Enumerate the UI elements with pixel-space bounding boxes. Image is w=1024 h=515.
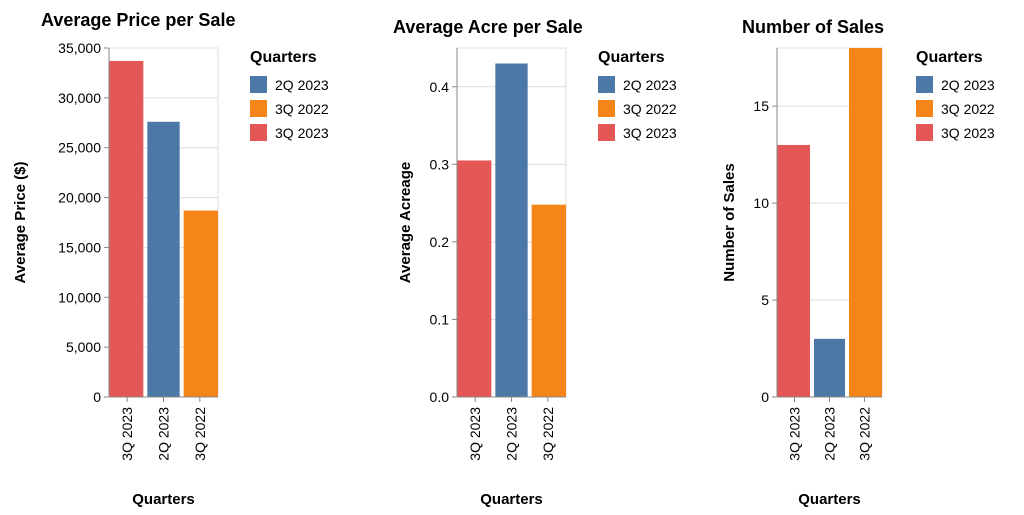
legend-label: 3Q 2022 (623, 101, 677, 117)
chart-1: Average Price per Sale 0 5,000 10,000 15,000… (12, 10, 329, 508)
legend-swatch (250, 124, 267, 141)
y-tick-label: 15,000 (58, 239, 101, 255)
legend: Quarters 2Q 2023 3Q 2022 3Q 2023 (598, 49, 677, 141)
bar-3q-2023 (109, 60, 144, 397)
legend-swatch (916, 76, 933, 93)
legend-label: 3Q 2023 (623, 125, 677, 141)
y-tick-label: 10 (753, 195, 769, 211)
y-axis-title: Average Acreage (397, 162, 414, 283)
x-axis-title: Quarters (132, 491, 195, 508)
y-tick-label: 5,000 (66, 339, 101, 355)
x-tick-label: 2Q 2023 (156, 407, 172, 461)
bar-2q-2023 (147, 121, 180, 397)
y-tick-label: 0.1 (430, 311, 450, 327)
y-tick-label: 0.3 (430, 156, 450, 172)
legend-label: 2Q 2023 (623, 77, 677, 93)
x-tick-label: 3Q 2022 (192, 407, 208, 461)
chart-title: Average Acre per Sale (393, 17, 583, 37)
bar-2q-2023 (814, 338, 845, 397)
legend-swatch (916, 124, 933, 141)
y-tick-label: 0.0 (430, 389, 450, 405)
legend-label: 2Q 2023 (275, 77, 329, 93)
x-tick-label: 3Q 2022 (540, 407, 556, 461)
legend-label: 3Q 2022 (941, 101, 995, 117)
y-tick-label: 25,000 (58, 140, 101, 156)
y-tick-label: 0 (93, 389, 101, 405)
legend-swatch (250, 100, 267, 117)
x-tick-label: 3Q 2022 (857, 407, 873, 461)
legend-swatch (598, 100, 615, 117)
chart-2: Average Acre per Sale 0.0 0.1 0.2 0.3 0.4 3Q 2… (393, 17, 677, 508)
y-axis-title: Average Price ($) (12, 161, 29, 283)
y-tick-label: 10,000 (58, 289, 101, 305)
legend-title: Quarters (916, 49, 983, 66)
legend-label: 2Q 2023 (941, 77, 995, 93)
legend-swatch (916, 100, 933, 117)
legend-title: Quarters (250, 49, 317, 66)
y-axis-title: Number of Sales (721, 163, 738, 281)
bar-3q-2023 (457, 160, 492, 397)
legend-swatch (598, 124, 615, 141)
legend-label: 3Q 2023 (941, 125, 995, 141)
bar-3q-2023 (777, 144, 810, 397)
chart-3: Number of Sales 0 5 10 15 3Q 2023 2Q 2023 3Q 20… (721, 17, 995, 508)
bar-3q-2022 (531, 204, 566, 397)
x-tick-label: 2Q 2023 (822, 407, 838, 461)
legend-label: 3Q 2022 (275, 101, 329, 117)
y-tick-label: 15 (753, 98, 769, 114)
x-tick-label: 2Q 2023 (504, 407, 520, 461)
y-tick-label: 20,000 (58, 190, 101, 206)
x-tick-label: 3Q 2023 (119, 407, 135, 461)
x-axis-title: Quarters (798, 491, 861, 508)
y-tick-label: 0 (761, 389, 769, 405)
bar-3q-2022 (849, 48, 882, 397)
bar-3q-2022 (183, 210, 218, 397)
y-tick-label: 30,000 (58, 90, 101, 106)
y-tick-label: 0.2 (430, 234, 450, 250)
y-tick-label: 35,000 (58, 40, 101, 56)
legend: Quarters 2Q 2023 3Q 2022 3Q 2023 (916, 49, 995, 141)
legend-title: Quarters (598, 49, 665, 66)
legend-swatch (250, 76, 267, 93)
bar-2q-2023 (495, 63, 528, 398)
y-tick-label: 5 (761, 292, 769, 308)
legend-swatch (598, 76, 615, 93)
legend: Quarters 2Q 2023 3Q 2022 3Q 2023 (250, 49, 329, 141)
x-tick-label: 3Q 2023 (787, 407, 803, 461)
legend-label: 3Q 2023 (275, 125, 329, 141)
y-tick-label: 0.4 (430, 79, 450, 95)
chart-title: Average Price per Sale (41, 10, 235, 30)
chart-title: Number of Sales (742, 17, 884, 37)
x-axis-title: Quarters (480, 491, 543, 508)
x-tick-label: 3Q 2023 (467, 407, 483, 461)
